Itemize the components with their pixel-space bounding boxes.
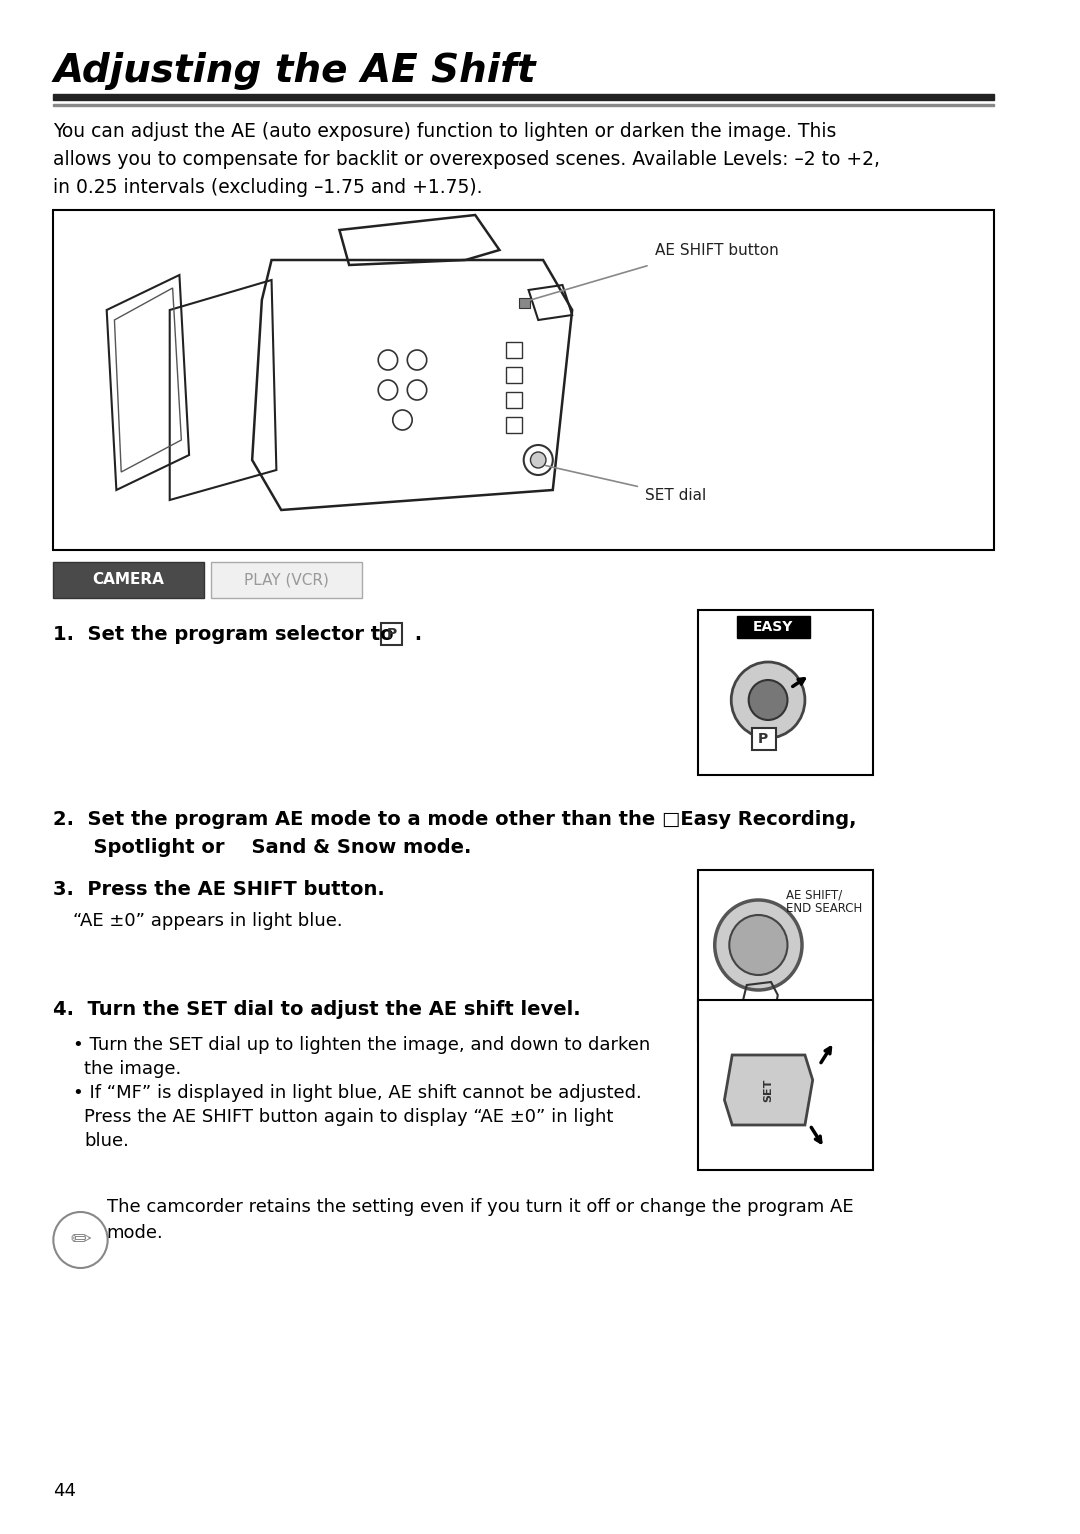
Text: 4.  Turn the SET dial to adjust the AE shift level.: 4. Turn the SET dial to adjust the AE sh… xyxy=(53,1000,581,1019)
Bar xyxy=(752,729,775,750)
Bar xyxy=(381,623,403,644)
Text: • Turn the SET dial up to lighten the image, and down to darken: • Turn the SET dial up to lighten the im… xyxy=(72,1035,650,1054)
Bar xyxy=(507,367,522,384)
Text: ✏: ✏ xyxy=(70,1229,91,1252)
Text: EASY: EASY xyxy=(753,620,793,634)
Polygon shape xyxy=(725,1055,812,1124)
Bar xyxy=(53,104,994,106)
Circle shape xyxy=(748,680,787,719)
Text: Adjusting the AE Shift: Adjusting the AE Shift xyxy=(53,52,536,91)
Text: Press the AE SHIFT button again to display “AE ±0” in light: Press the AE SHIFT button again to displ… xyxy=(84,1108,613,1126)
Bar xyxy=(699,1000,873,1170)
Text: 3.  Press the AE SHIFT button.: 3. Press the AE SHIFT button. xyxy=(53,881,386,899)
Text: SET: SET xyxy=(764,1078,773,1101)
Text: You can adjust the AE (auto exposure) function to lighten or darken the image. T: You can adjust the AE (auto exposure) fu… xyxy=(53,123,880,196)
Text: CAMERA: CAMERA xyxy=(92,572,164,588)
Bar xyxy=(507,342,522,357)
Bar xyxy=(212,561,362,598)
Text: blue.: blue. xyxy=(84,1132,130,1150)
Bar xyxy=(699,870,873,1040)
Text: 44: 44 xyxy=(53,1482,77,1500)
Bar xyxy=(507,417,522,433)
Text: 2.  Set the program AE mode to a mode other than the □Easy Recording,: 2. Set the program AE mode to a mode oth… xyxy=(53,810,856,828)
Text: AE SHIFT/: AE SHIFT/ xyxy=(785,888,841,900)
Bar xyxy=(53,94,994,100)
Text: 1.  Set the program selector to: 1. Set the program selector to xyxy=(53,624,394,644)
Circle shape xyxy=(731,663,805,738)
Circle shape xyxy=(530,453,546,468)
Text: Spotlight or    Sand & Snow mode.: Spotlight or Sand & Snow mode. xyxy=(53,838,472,858)
Bar xyxy=(518,298,530,308)
Text: SET dial: SET dial xyxy=(645,488,706,503)
Text: The camcorder retains the setting even if you turn it off or change the program : The camcorder retains the setting even i… xyxy=(107,1198,853,1243)
Bar xyxy=(699,611,873,775)
Bar xyxy=(53,210,994,551)
Bar xyxy=(53,561,204,598)
Bar xyxy=(507,393,522,408)
Text: AE SHIFT button: AE SHIFT button xyxy=(654,242,779,258)
Text: P: P xyxy=(758,732,768,746)
Text: END SEARCH: END SEARCH xyxy=(785,902,862,914)
Text: .: . xyxy=(408,624,422,644)
Text: P: P xyxy=(387,627,397,641)
Circle shape xyxy=(729,914,787,976)
Text: “AE ±0” appears in light blue.: “AE ±0” appears in light blue. xyxy=(72,913,342,930)
Text: the image.: the image. xyxy=(84,1060,181,1078)
Circle shape xyxy=(715,900,802,989)
Text: PLAY (VCR): PLAY (VCR) xyxy=(244,572,328,588)
Bar xyxy=(737,617,810,638)
Text: • If “MF” is displayed in light blue, AE shift cannot be adjusted.: • If “MF” is displayed in light blue, AE… xyxy=(72,1085,642,1101)
